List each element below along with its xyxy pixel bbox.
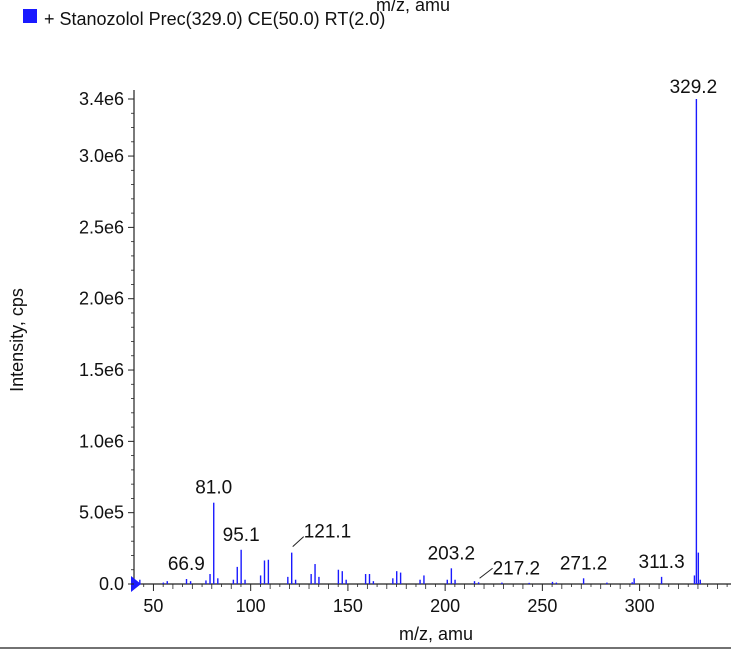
- peak-label: 66.9: [168, 554, 205, 575]
- peak-label-leader: [479, 567, 493, 579]
- peak-label: 203.2: [428, 543, 476, 564]
- peak-label: 81.0: [195, 478, 232, 499]
- y-tick-label: 5.0e5: [79, 503, 124, 523]
- axes-group: [131, 90, 731, 592]
- x-tick-label: 150: [333, 596, 363, 616]
- peak-labels-group: 66.9 81.0 95.1 121.1 203.2 217.2 271.2 311.3 329…: [168, 77, 717, 579]
- y-axis-title: Intensity, cps: [7, 288, 27, 392]
- x-tick-label: 200: [430, 596, 460, 616]
- y-tick-label: 3.4e6: [79, 89, 124, 109]
- legend-swatch: [23, 9, 37, 23]
- peak-label-leader: [292, 536, 305, 547]
- x-tick-label: 250: [527, 596, 557, 616]
- x-tick-label: 300: [625, 596, 655, 616]
- bars-group: [139, 99, 701, 584]
- peak-label: 121.1: [304, 522, 352, 543]
- peak-label: 311.3: [639, 552, 685, 573]
- y-tick-label: 1.5e6: [79, 360, 124, 380]
- y-tick-label: 1.0e6: [79, 431, 124, 451]
- peak-label: 271.2: [560, 553, 608, 574]
- peak-label: 217.2: [493, 558, 541, 579]
- legend-label: + Stanozolol Prec(329.0) CE(50.0) RT(2.0…: [44, 9, 385, 29]
- baseline-marker: [131, 576, 141, 592]
- peak-label: 95.1: [223, 525, 260, 546]
- x-axis-title: m/z, amu: [399, 624, 473, 644]
- x-tick-label: 50: [143, 596, 163, 616]
- y-tick-label: 0.0: [99, 574, 124, 594]
- y-tick-label: 3.0e6: [79, 146, 124, 166]
- y-tick-label: 2.5e6: [79, 217, 124, 237]
- x-tick-label: 100: [236, 596, 266, 616]
- ticks-group: 0.0 5.0e5 1.0e6 1.5e6 2.0e6 2.5e6 3.0e6 3.4e6 50…: [79, 89, 728, 616]
- peak-label: 329.2: [670, 77, 718, 98]
- y-tick-label: 2.0e6: [79, 289, 124, 309]
- top-caption: m/z, amu: [376, 0, 450, 15]
